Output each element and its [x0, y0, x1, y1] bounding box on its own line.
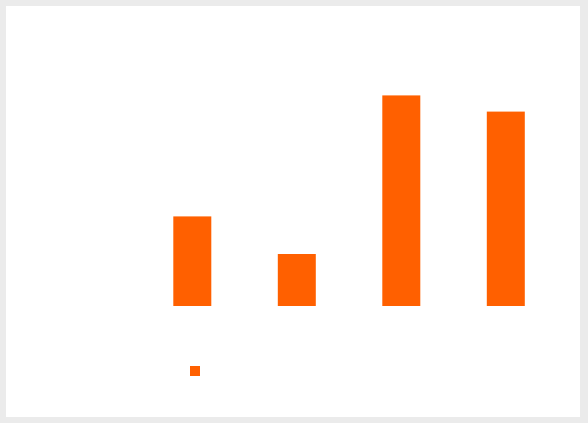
bar-1: [173, 216, 212, 306]
bar-2: [277, 254, 316, 306]
legend: [190, 366, 200, 376]
bar-3: [382, 95, 421, 307]
chart-panel: [6, 6, 580, 417]
legend-swatch: [190, 366, 200, 376]
bar-4: [486, 111, 525, 306]
bars-layer: [173, 95, 525, 307]
